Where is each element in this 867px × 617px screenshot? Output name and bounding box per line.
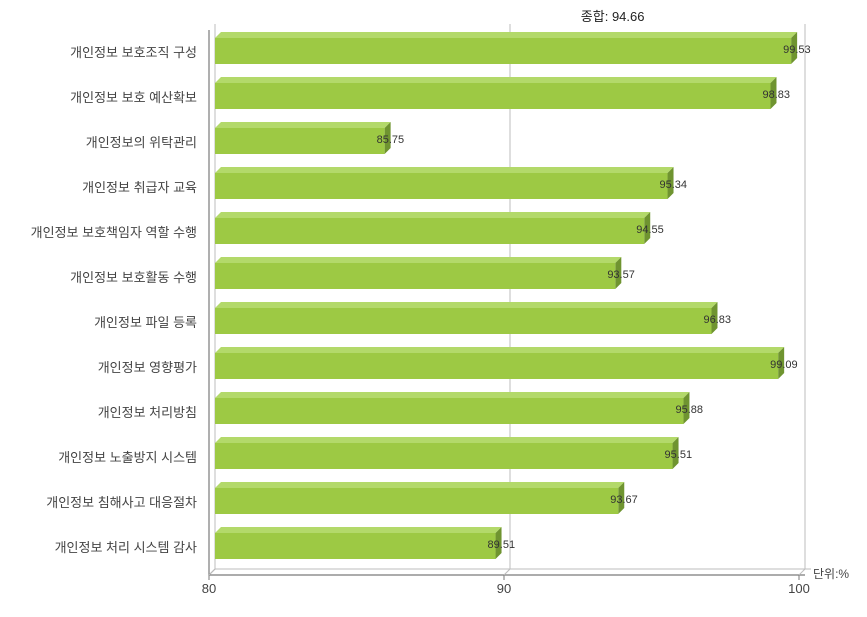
value-label: 95.51 bbox=[665, 449, 693, 461]
value-label: 85.75 bbox=[377, 134, 405, 146]
category-label: 개인정보 취급자 교육 bbox=[82, 177, 197, 196]
x-tick-label: 90 bbox=[497, 581, 511, 596]
value-label: 93.67 bbox=[610, 494, 638, 506]
unit-label: 단위:% bbox=[813, 565, 849, 582]
x-tick-label: 80 bbox=[202, 581, 216, 596]
value-label: 93.57 bbox=[607, 269, 635, 281]
category-label: 개인정보 파일 등록 bbox=[94, 312, 197, 331]
category-label: 개인정보 보호조직 구성 bbox=[70, 42, 197, 61]
value-label: 95.88 bbox=[675, 404, 703, 416]
value-label: 94.55 bbox=[636, 224, 664, 236]
value-label: 98.83 bbox=[762, 89, 790, 101]
category-label: 개인정보 처리 시스템 감사 bbox=[55, 537, 197, 556]
value-label: 99.53 bbox=[783, 44, 811, 56]
value-label: 95.34 bbox=[660, 179, 688, 191]
overall-label: 종합: 94.66 bbox=[581, 6, 645, 25]
chart-container: 80 90 100 개인정보 보호조직 구성 99.53 개인정보 보호 예산확보 98.8… bbox=[0, 0, 867, 617]
category-label: 개인정보 노출방지 시스템 bbox=[58, 447, 197, 466]
x-tick-label: 100 bbox=[788, 581, 810, 596]
category-label: 개인정보 보호활동 수행 bbox=[70, 267, 197, 286]
category-label: 개인정보 처리방침 bbox=[98, 402, 197, 421]
category-label: 개인정보 영향평가 bbox=[98, 357, 197, 376]
value-label: 89.51 bbox=[488, 539, 516, 551]
category-label: 개인정보 침해사고 대응절차 bbox=[46, 492, 197, 511]
value-label: 99.09 bbox=[770, 359, 798, 371]
category-label: 개인정보의 위탁관리 bbox=[86, 132, 197, 151]
value-label: 96.83 bbox=[703, 314, 731, 326]
category-label: 개인정보 보호 예산확보 bbox=[70, 87, 197, 106]
category-label: 개인정보 보호책임자 역할 수행 bbox=[31, 222, 197, 241]
